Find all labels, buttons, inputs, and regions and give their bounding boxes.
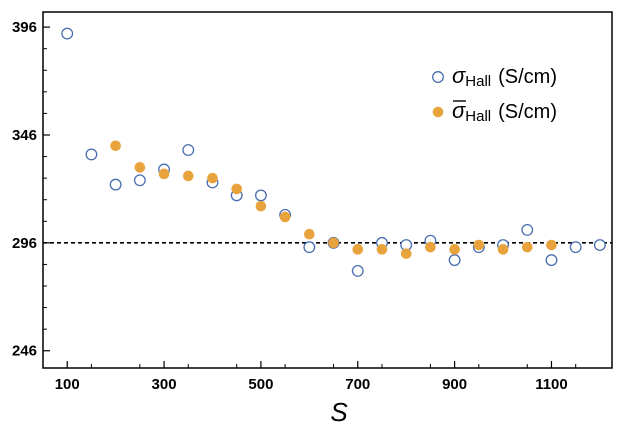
data-point (133, 174, 146, 187)
y-tick-label: 296 (12, 235, 37, 252)
data-point (207, 172, 218, 184)
points-layer (61, 27, 606, 277)
y-tick-label: 346 (12, 127, 37, 144)
x-axis-title: S (330, 397, 348, 427)
data-point (521, 223, 534, 236)
legend-symbol: σ (452, 63, 466, 88)
data-point (473, 239, 485, 251)
data-point (182, 144, 195, 157)
data-point (448, 254, 461, 267)
data-point (231, 183, 243, 195)
legend-entry: σHall (S/cm) (432, 98, 557, 125)
x-tick-label: 100 (55, 376, 80, 393)
data-point (304, 228, 315, 240)
data-point (182, 170, 194, 182)
data-point (279, 211, 291, 223)
legend-symbol: σ (452, 98, 466, 123)
data-point (521, 241, 533, 253)
legend-marker (432, 106, 444, 118)
data-point (376, 244, 388, 255)
data-point (545, 254, 558, 267)
data-point (303, 241, 316, 254)
x-tick-label: 500 (248, 376, 273, 393)
data-point (569, 241, 582, 254)
tick-labels-layer: 100 300 500 700 900 1100 246 296 346 396 (12, 19, 568, 393)
data-point (352, 244, 364, 255)
x-tick-label: 700 (345, 376, 370, 393)
data-point (497, 244, 509, 255)
series-sigma-hall-bar (110, 140, 557, 259)
ticks-layer (43, 26, 577, 368)
data-point (449, 244, 460, 255)
data-point (546, 239, 557, 251)
data-point (593, 239, 606, 251)
legend-subscript: Hall (465, 73, 491, 90)
legend: σHall (S/cm)σHall (S/cm) (432, 63, 557, 125)
legend-subscript: Hall (465, 108, 491, 125)
plot-frame (42, 11, 613, 369)
data-point (425, 241, 436, 253)
legend-unit: (S/cm) (498, 66, 557, 88)
legend-marker (432, 71, 444, 83)
data-point (254, 189, 267, 202)
data-point (61, 27, 74, 40)
legend-label: σHall (S/cm) (452, 98, 557, 125)
data-point (158, 168, 170, 180)
x-tick-label: 1100 (535, 376, 568, 393)
x-tick-label: 300 (152, 376, 177, 393)
legend-label: σHall (S/cm) (452, 63, 557, 90)
legend-unit: (S/cm) (498, 101, 557, 123)
x-tick-label: 900 (442, 376, 467, 393)
data-point (328, 237, 339, 249)
y-tick-label: 246 (12, 343, 37, 360)
data-point (110, 140, 121, 152)
data-point (351, 264, 364, 277)
data-point (109, 178, 122, 191)
data-point (255, 200, 267, 212)
legend-entry: σHall (S/cm) (432, 63, 557, 90)
data-point (85, 148, 98, 161)
y-tick-label: 396 (12, 19, 37, 36)
data-point (400, 248, 412, 259)
data-point (134, 162, 146, 173)
